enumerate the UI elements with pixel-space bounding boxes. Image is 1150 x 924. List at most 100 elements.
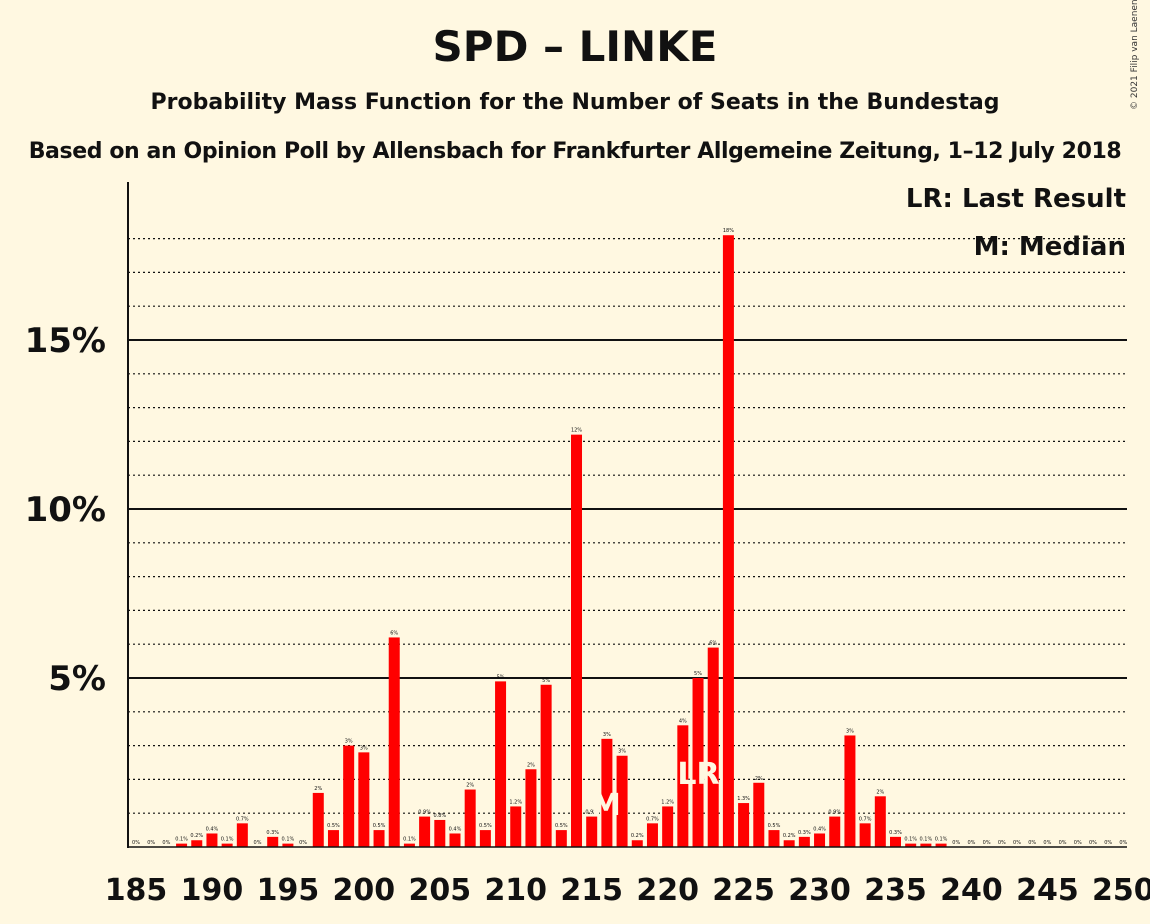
data-label: 5% [542, 678, 550, 684]
data-label: 0% [998, 840, 1006, 846]
data-label: 0% [254, 840, 262, 846]
data-label: 1.2% [509, 799, 522, 805]
data-label: 18% [723, 228, 734, 234]
y-tick-label: 5% [48, 659, 106, 699]
bar-seat-233 [859, 823, 871, 847]
bar-seat-236 [905, 843, 917, 847]
data-label: 0% [299, 840, 307, 846]
data-label: 0.7% [236, 816, 249, 822]
data-label: 0.3% [889, 830, 902, 836]
bar-seat-215 [586, 816, 598, 847]
bar-seat-212 [540, 684, 552, 847]
data-label: 0.1% [904, 837, 917, 843]
data-label: 0% [1119, 840, 1127, 846]
bar-seat-207 [464, 789, 476, 847]
x-tick-label: 190 [181, 873, 244, 908]
data-label: 5% [694, 671, 702, 677]
bar-seat-189 [191, 840, 203, 847]
data-label: 0.5% [555, 823, 568, 829]
bar-seat-213 [555, 830, 567, 847]
data-label: 6% [390, 630, 398, 636]
x-tick-label: 210 [484, 873, 547, 908]
data-label: 0.1% [403, 837, 416, 843]
bar-seat-192 [236, 823, 248, 847]
data-label: 2% [314, 786, 322, 792]
bar-seat-238 [935, 843, 947, 847]
bar-seat-223 [707, 647, 719, 847]
bar-seat-204 [419, 816, 431, 847]
bar-seat-231 [829, 816, 841, 847]
data-label: 0.4% [206, 826, 219, 832]
bar-seat-214 [571, 434, 583, 847]
data-label: 0.3% [266, 830, 279, 836]
bar-seat-190 [206, 833, 218, 847]
bar-seat-194 [267, 836, 279, 847]
last-result-marker: LR [677, 757, 719, 792]
chart-subtitle: Probability Mass Function for the Number… [150, 90, 1000, 115]
bar-seat-197 [312, 792, 324, 847]
data-label: 0.7% [646, 816, 659, 822]
data-label: 0.4% [813, 826, 826, 832]
data-label: 1.2% [661, 799, 674, 805]
bar-seat-198 [327, 830, 339, 847]
data-label: 0.5% [373, 823, 386, 829]
data-label: 0% [983, 840, 991, 846]
bar-seat-211 [525, 769, 537, 847]
bar-seat-229 [798, 836, 810, 847]
bar-seat-222 [692, 678, 704, 847]
x-tick-label: 245 [1016, 873, 1079, 908]
chart-title: SPD – LINKE [432, 22, 718, 71]
bar-seat-218 [631, 840, 643, 847]
data-label: 5% [497, 674, 505, 680]
bar-seat-206 [449, 833, 461, 847]
x-tick-label: 235 [864, 873, 927, 908]
data-label: 0.9% [418, 810, 431, 816]
data-label: 0.7% [859, 816, 872, 822]
x-tick-label: 225 [712, 873, 775, 908]
bar-seat-195 [282, 843, 294, 847]
data-label: 0% [967, 840, 975, 846]
data-label: 0.5% [327, 823, 340, 829]
data-label: 0% [1074, 840, 1082, 846]
data-label: 0.1% [282, 837, 295, 843]
bar-seat-209 [495, 681, 507, 847]
x-tick-label: 200 [333, 873, 396, 908]
data-label: 3% [345, 739, 353, 745]
bar-seat-188 [176, 843, 188, 847]
data-label: 4% [679, 718, 687, 724]
x-tick-label: 240 [940, 873, 1003, 908]
data-label: 12% [571, 428, 582, 434]
data-label: 0% [1028, 840, 1036, 846]
y-tick-label: 15% [25, 321, 106, 361]
data-label: 2% [527, 762, 535, 768]
data-label: 0.2% [190, 833, 203, 839]
x-tick-label: 250 [1092, 873, 1150, 908]
data-label: 0.3% [798, 830, 811, 836]
data-label: 0.8% [433, 813, 446, 819]
data-label: 0.1% [935, 837, 948, 843]
data-label: 0% [162, 840, 170, 846]
bar-seat-199 [343, 745, 355, 847]
bar-seat-219 [646, 823, 658, 847]
x-tick-label: 185 [105, 873, 168, 908]
data-label: 0.9% [585, 810, 598, 816]
data-label: 3% [603, 732, 611, 738]
bar-seat-224 [722, 235, 734, 848]
data-label: 0% [1043, 840, 1051, 846]
data-label: 2% [876, 789, 884, 795]
bar-seat-205 [434, 819, 446, 847]
data-label: 0.2% [783, 833, 796, 839]
data-label: 0% [952, 840, 960, 846]
bar-seat-208 [479, 830, 491, 847]
bar-seat-225 [738, 803, 750, 847]
bar-seat-203 [403, 843, 415, 847]
bar-seat-216 [601, 738, 613, 847]
bar-seat-234 [874, 796, 886, 847]
data-label: 0% [1013, 840, 1021, 846]
data-label: 2% [755, 776, 763, 782]
bar-seat-228 [783, 840, 795, 847]
bar-seat-235 [890, 836, 901, 847]
data-label: 0.5% [479, 823, 492, 829]
chart-source: Based on an Opinion Poll by Allensbach f… [28, 139, 1122, 164]
